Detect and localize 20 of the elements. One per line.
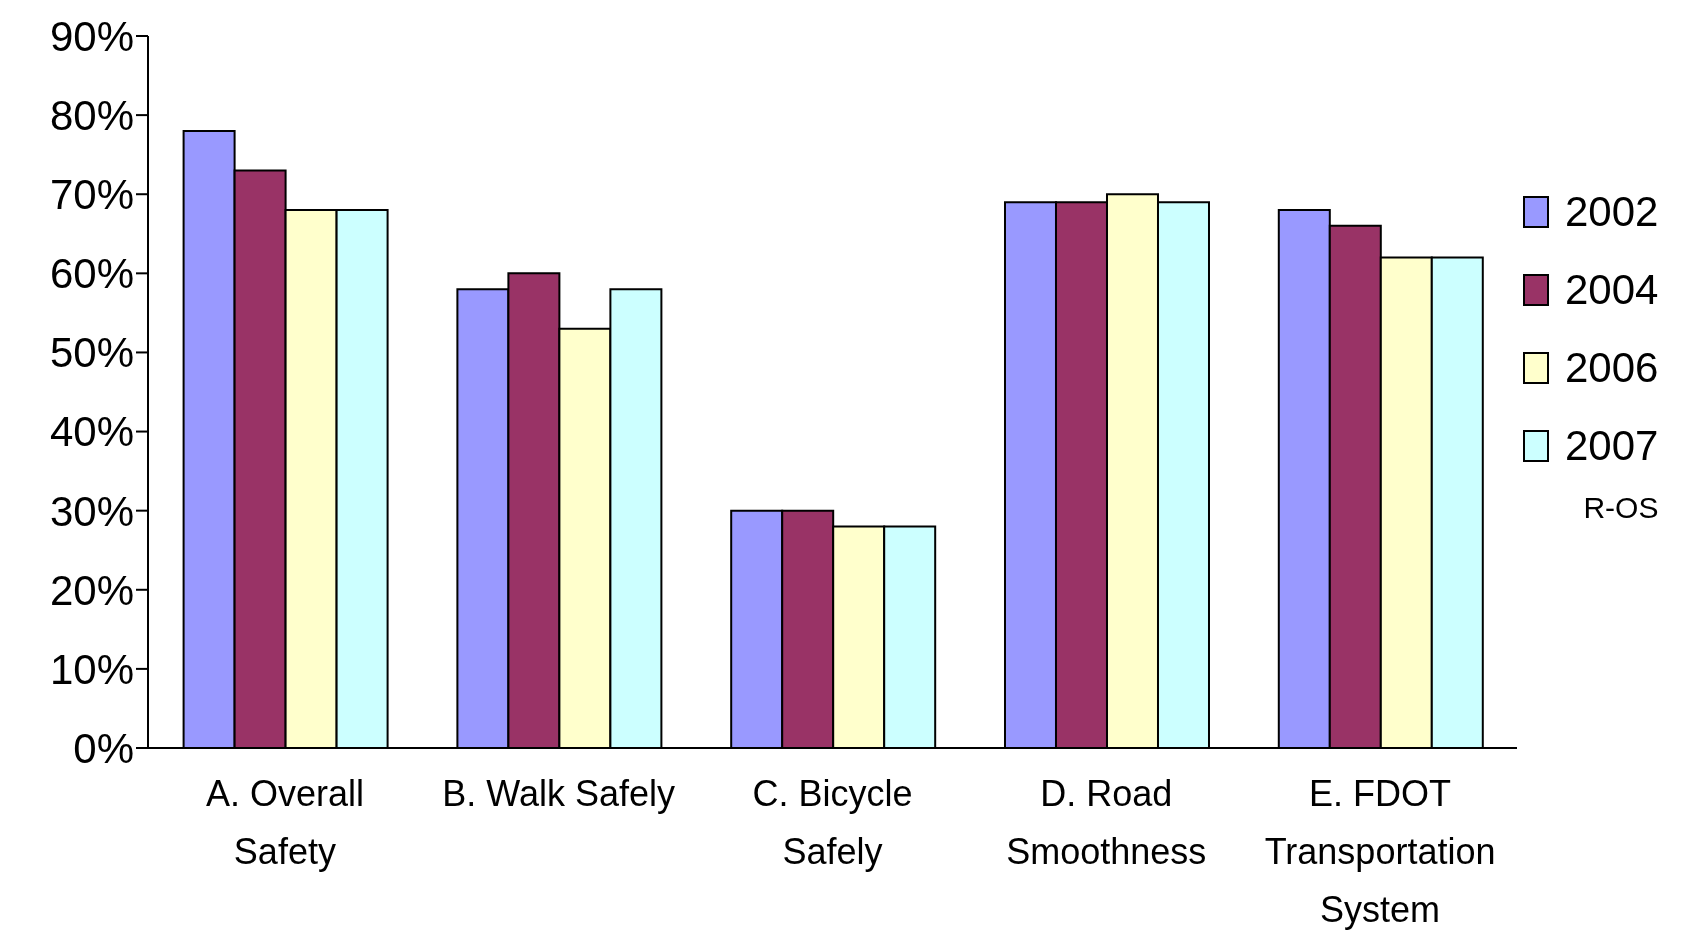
y-tick-label: 20% — [49, 566, 134, 614]
x-tick-label: B. Walk Safely — [442, 773, 676, 814]
x-tick-label: D. Road Smoothness — [1006, 773, 1207, 872]
y-tick-label: 30% — [49, 487, 134, 535]
x-tick-label: E. FDOT Transportation System — [1264, 773, 1496, 930]
y-tick-label: 40% — [49, 408, 134, 456]
y-tick-label: 10% — [49, 645, 134, 693]
y-tick-label: 70% — [49, 171, 134, 219]
y-tick-label: 80% — [49, 92, 134, 140]
x-tick-label: A. Overall Safety — [205, 773, 364, 872]
y-tick-label: 0% — [73, 724, 134, 772]
y-tick-label: 60% — [49, 250, 134, 298]
legend-label: 2006 — [1565, 344, 1659, 392]
y-tick-label: 50% — [49, 329, 134, 377]
y-tick-label: 90% — [49, 12, 134, 60]
legend-label: 2007 — [1565, 422, 1659, 470]
text: R-OS — [1583, 491, 1659, 525]
legend-label: 2002 — [1565, 188, 1659, 236]
legend-label: 2004 — [1565, 266, 1659, 314]
x-tick-label: C. Bicycle Safely — [752, 773, 913, 872]
